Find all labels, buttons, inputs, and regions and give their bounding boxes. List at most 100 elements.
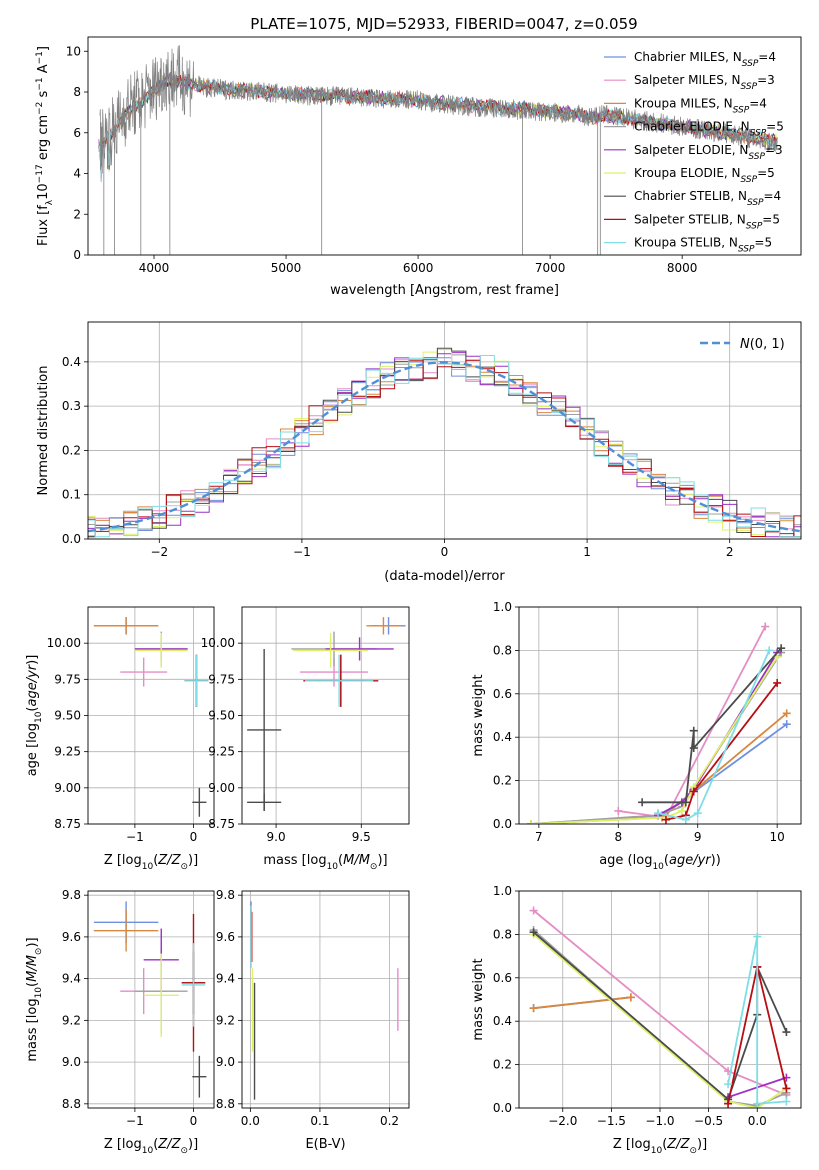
mass-weight-line <box>530 712 788 824</box>
x-axis-label: wavelength [Angstrom, rest frame] <box>330 283 559 298</box>
mass-weight-marker <box>761 622 770 631</box>
plot-area <box>88 347 801 538</box>
legend-label: Kroupa ELODIE, NSSP=5 <box>634 166 775 185</box>
y-tick-label: 0.0 <box>493 817 512 831</box>
mass-weight-marker <box>782 1097 791 1106</box>
y-tick-label: 8.75 <box>208 817 235 831</box>
y-tick-label: 9.0 <box>216 1055 235 1069</box>
x-tick-label: 2 <box>726 545 734 559</box>
x-tick-label: 6000 <box>403 261 434 275</box>
mass-weight-marker <box>782 1084 791 1093</box>
plot-area <box>526 622 791 824</box>
gaussian-curve <box>88 361 801 533</box>
mass-weight-marker <box>529 928 538 937</box>
y-tick-label: 1.0 <box>493 884 512 898</box>
mass-weight-line <box>727 936 787 1105</box>
y-tick-label: 9.8 <box>62 888 81 902</box>
y-tick-label: 0.8 <box>493 927 512 941</box>
mass-weight-marker <box>773 678 782 687</box>
x-axis-label: Z [log10(Z/Z⊙)] <box>613 1137 707 1156</box>
legend-label: N(0, 1) <box>740 337 785 352</box>
mass-weight-marker <box>724 1099 733 1108</box>
y-tick-label: 10.00 <box>47 636 81 650</box>
x-tick-label: 0.1 <box>310 1114 329 1128</box>
y-tick-label: 4 <box>73 167 81 181</box>
legend-label: Kroupa STELIB, NSSP=5 <box>634 236 772 255</box>
axes-frame <box>518 606 802 825</box>
x-axis-label: Z [log10(Z/Z⊙)] <box>104 1137 198 1156</box>
y-tick-label: 9.2 <box>216 1013 235 1027</box>
legend-label: Salpeter MILES, NSSP=3 <box>634 73 775 92</box>
x-tick-label: 0.2 <box>380 1114 399 1128</box>
mass-weight-marker <box>753 1099 762 1108</box>
y-tick-label: 9.50 <box>54 709 81 723</box>
age-vs-mass-plot: 9.0 9.5 8.75 9.00 9.25 9.50 9.75 10.00 mass [log… <box>201 606 410 872</box>
y-axis-label: Flux [fλ10−17 erg cm−2 s−1 A−1] <box>35 46 55 246</box>
x-tick-label: −1 <box>126 830 144 844</box>
axes-frame <box>87 890 215 1109</box>
y-tick-label: 9.2 <box>62 1013 81 1027</box>
x-tick-label: 0 <box>190 1114 198 1128</box>
plot-area <box>93 617 209 817</box>
mass-vs-metallicity-plot: −1 0 8.8 9.0 9.2 9.4 9.6 9.8 Z [log10(Z/Z⊙)] mass… <box>25 888 215 1156</box>
y-tick-label: 10 <box>66 44 81 58</box>
plot-area <box>250 901 399 1100</box>
x-tick-label: 0 <box>441 545 449 559</box>
mass-weight-line <box>530 723 788 824</box>
y-axis-label: mass weight <box>471 674 486 756</box>
y-axis-label: mass [log10(M/M⊙)] <box>25 937 44 1061</box>
mass-vs-ebv-plot: 0.0 0.1 0.2 8.8 9.0 9.2 9.4 9.6 9.8 E(B-V) <box>216 888 410 1152</box>
plot-area <box>98 45 778 255</box>
residual-histogram <box>88 347 801 538</box>
x-tick-label: −1 <box>293 545 311 559</box>
residuals-plot: −2 −1 0 1 2 0.0 0.1 0.2 0.3 0.4 (data-model)/error… <box>36 321 802 584</box>
residual-histogram <box>88 355 801 538</box>
mass-weight-marker <box>614 806 623 815</box>
x-axis-label: mass [log10(M/M⊙)] <box>263 853 387 872</box>
mass-weight-marker <box>782 720 791 729</box>
x-tick-label: 0.0 <box>748 1114 767 1128</box>
mass-weight-marker <box>689 726 698 735</box>
y-tick-label: 9.6 <box>216 930 235 944</box>
y-tick-label: 0.6 <box>493 971 512 985</box>
x-tick-label: 8000 <box>667 261 698 275</box>
residual-histogram <box>88 357 801 538</box>
mass-weight-marker <box>638 798 647 807</box>
x-tick-label: −0.5 <box>694 1114 723 1128</box>
mass-weight-marker <box>529 906 538 915</box>
mass-weight-line <box>533 996 631 1010</box>
y-tick-label: 0.2 <box>493 1058 512 1072</box>
legend-label: Salpeter STELIB, NSSP=5 <box>634 212 780 231</box>
x-tick-label: 0 <box>190 830 198 844</box>
x-tick-label: 0.0 <box>241 1114 260 1128</box>
legend-label: Chabrier MILES, NSSP=4 <box>634 50 776 69</box>
legend-label: Chabrier ELODIE, NSSP=5 <box>634 120 784 139</box>
y-tick-label: 0.6 <box>493 687 512 701</box>
y-tick-label: 9.25 <box>208 745 235 759</box>
y-tick-label: 8.8 <box>216 1097 235 1111</box>
spectrum-plot: 4000 5000 6000 7000 8000 0 2 4 6 8 10 wavelength [A… <box>35 36 802 298</box>
mass-weight-marker <box>526 820 535 824</box>
mass-weight-marker <box>765 646 774 655</box>
x-tick-label: −1 <box>126 1114 144 1128</box>
y-axis-label: mass weight <box>471 958 486 1040</box>
x-tick-label: −2.0 <box>548 1114 577 1128</box>
y-tick-label: 0.0 <box>62 532 81 546</box>
axes-frame <box>87 36 802 256</box>
x-tick-label: 7 <box>535 830 543 844</box>
mass-weight-marker <box>681 798 690 807</box>
residual-histogram <box>88 359 801 538</box>
mass-weight-marker <box>689 787 698 796</box>
mass-weight-marker <box>626 993 635 1002</box>
axes-frame <box>241 890 410 1109</box>
y-tick-label: 0.4 <box>62 355 81 369</box>
x-tick-label: 9.0 <box>267 830 286 844</box>
mass-weight-line <box>657 652 778 817</box>
y-tick-label: 8 <box>73 85 81 99</box>
y-tick-label: 9.00 <box>208 781 235 795</box>
x-tick-label: 4000 <box>139 261 170 275</box>
y-tick-label: 9.50 <box>208 709 235 723</box>
x-tick-label: 7000 <box>535 261 566 275</box>
axes-frame <box>87 321 802 540</box>
mass-weight-marker <box>753 932 762 941</box>
